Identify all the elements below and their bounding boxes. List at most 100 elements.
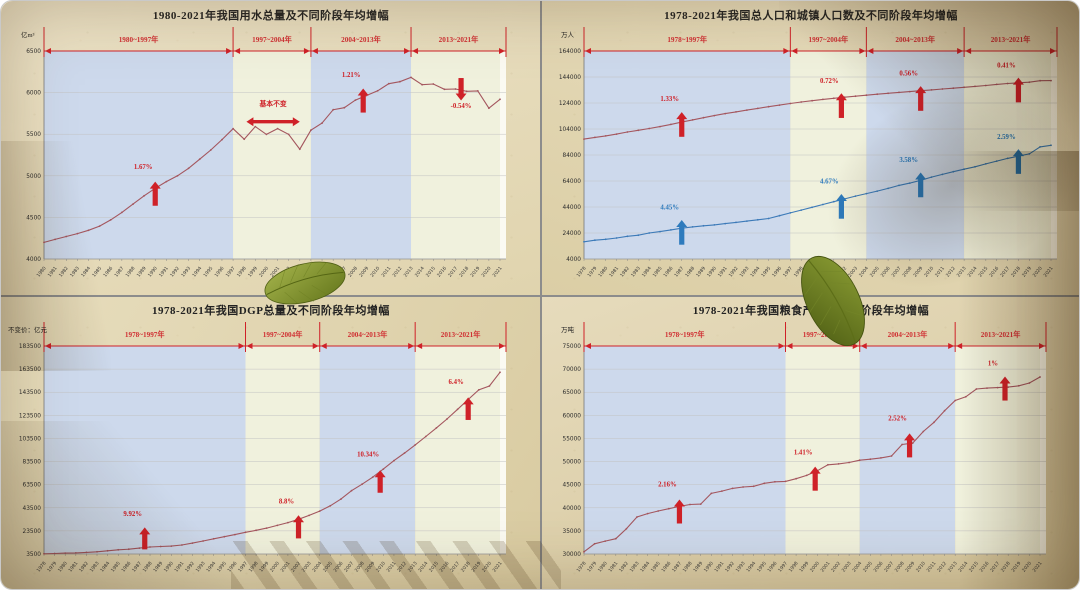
svg-text:2008: 2008 [901, 265, 913, 278]
svg-text:1980: 1980 [57, 560, 69, 573]
svg-text:2000: 2000 [258, 265, 270, 278]
chart-panel-water-usage: 1980-2021年我国用水总量及不同阶段年均增幅 亿m³ 4000 4500 50… [1, 1, 541, 296]
svg-text:2014: 2014 [957, 560, 969, 573]
svg-text:1989: 1989 [152, 560, 164, 573]
period-label: 1978~1997年 [125, 330, 165, 339]
svg-text:2019: 2019 [469, 265, 481, 278]
svg-text:1984: 1984 [80, 265, 92, 278]
svg-text:1992: 1992 [169, 265, 181, 278]
svg-text:1979: 1979 [587, 265, 599, 278]
svg-text:2009: 2009 [358, 265, 370, 278]
svg-text:1984: 1984 [639, 560, 651, 573]
svg-text:1981: 1981 [67, 560, 79, 573]
svg-text:1993: 1993 [180, 265, 192, 278]
svg-text:24000: 24000 [563, 231, 582, 237]
svg-text:1988: 1988 [125, 265, 137, 278]
chart-panel-grain: 1978-2021年我国粮食产量及不同阶段年均增幅 万吨 30000350004… [541, 296, 1079, 589]
svg-text:2016: 2016 [436, 265, 448, 278]
svg-text:1982: 1982 [58, 265, 70, 278]
svg-text:1985: 1985 [110, 560, 122, 573]
svg-text:1987: 1987 [671, 560, 683, 573]
svg-text:2010: 2010 [375, 560, 387, 573]
panel-divider-horizontal [1, 295, 1079, 297]
svg-text:2003: 2003 [301, 560, 313, 573]
gdp-chart: 3500 23500 43500 63500 83500 103500 123500 1435… [19, 322, 507, 573]
svg-text:2013: 2013 [947, 560, 959, 573]
svg-text:43500: 43500 [23, 506, 42, 512]
svg-text:1989: 1989 [692, 560, 704, 573]
svg-text:2018: 2018 [1010, 265, 1022, 278]
svg-text:2020: 2020 [1032, 265, 1044, 278]
annotations: 1.67% 基本不变 1.21% -0.54% [134, 72, 472, 206]
svg-text:2020: 2020 [1021, 560, 1033, 573]
period-label: 2013~2021年 [441, 330, 481, 339]
svg-text:1983: 1983 [629, 560, 641, 573]
svg-text:50000: 50000 [563, 460, 582, 466]
y-axis-labels: 3500 23500 43500 63500 83500 103500 123500 1435… [19, 344, 41, 558]
period-label: 1997~2004年 [809, 35, 849, 44]
svg-text:2016: 2016 [988, 265, 1000, 278]
y-axis-unit-gdp: 不变价：亿元 [8, 327, 47, 334]
svg-text:2017: 2017 [989, 560, 1001, 573]
svg-text:1979: 1979 [586, 560, 598, 573]
svg-text:2014: 2014 [967, 265, 979, 278]
svg-text:1996: 1996 [767, 560, 779, 573]
annotation-label: 0.56% [899, 71, 918, 78]
x-axis-labels: 1978 1979 1980 1981 1982 1983 1984 1985 1986 1987… [576, 554, 1044, 573]
annotations: 2.16% 1.41% 2.52% 1% [658, 360, 1011, 524]
annotation-label: 1.21% [342, 72, 361, 79]
svg-text:2010: 2010 [923, 265, 935, 278]
svg-text:6000: 6000 [26, 91, 41, 97]
svg-text:123500: 123500 [19, 413, 41, 419]
svg-text:2020: 2020 [481, 560, 493, 573]
svg-text:1993: 1993 [195, 560, 207, 573]
y-axis-unit-grain: 万吨 [561, 327, 574, 334]
svg-text:1988: 1988 [142, 560, 154, 573]
svg-text:2011: 2011 [934, 265, 946, 278]
annotation-label: 0.41% [997, 62, 1016, 69]
period-label: 2013~2021年 [981, 330, 1021, 339]
svg-text:4000: 4000 [26, 257, 41, 263]
svg-text:2018: 2018 [460, 560, 472, 573]
svg-text:2018: 2018 [458, 265, 470, 278]
svg-text:1994: 1994 [191, 265, 203, 278]
svg-text:1982: 1982 [78, 560, 90, 573]
grain-production-chart: 30000 35000 40000 45000 50000 55000 60000 65000… [563, 322, 1047, 573]
svg-text:1991: 1991 [714, 560, 726, 573]
period-bands [44, 346, 506, 554]
annotation-label: 1.41% [794, 450, 813, 457]
svg-text:2009: 2009 [912, 265, 924, 278]
svg-text:2016: 2016 [979, 560, 991, 573]
svg-text:1987: 1987 [113, 265, 125, 278]
annotation-label: 0.72% [820, 78, 839, 85]
svg-text:2009: 2009 [904, 560, 916, 573]
period-label: 1997~2004年 [252, 35, 292, 44]
y-axis-labels: 30000 35000 40000 45000 50000 55000 60000 65000… [563, 344, 582, 558]
annotation-label: 2.59% [997, 134, 1016, 141]
svg-text:2006: 2006 [873, 560, 885, 573]
svg-text:6500: 6500 [26, 49, 41, 55]
svg-text:2021: 2021 [1032, 560, 1044, 573]
annotation-label: 2.52% [888, 415, 907, 422]
svg-text:1995: 1995 [756, 560, 768, 573]
period-label: 1997~2004年 [803, 330, 843, 339]
svg-text:1986: 1986 [120, 560, 132, 573]
svg-text:2009: 2009 [364, 560, 376, 573]
svg-text:1990: 1990 [163, 560, 175, 573]
svg-text:2005: 2005 [869, 265, 881, 278]
svg-text:2017: 2017 [999, 265, 1011, 278]
svg-text:1993: 1993 [739, 265, 751, 278]
svg-text:2013: 2013 [956, 265, 968, 278]
svg-text:2000: 2000 [269, 560, 281, 573]
annotation-label: 4.67% [820, 179, 839, 186]
svg-text:1980: 1980 [36, 265, 48, 278]
svg-text:2015: 2015 [428, 560, 440, 573]
svg-text:2001: 2001 [820, 560, 832, 573]
period-label: 1978~1997年 [665, 330, 705, 339]
svg-text:2001: 2001 [280, 560, 292, 573]
period-bands [584, 346, 1046, 554]
svg-text:5500: 5500 [26, 132, 41, 138]
svg-text:2001: 2001 [269, 265, 281, 278]
svg-text:1978: 1978 [576, 560, 588, 573]
